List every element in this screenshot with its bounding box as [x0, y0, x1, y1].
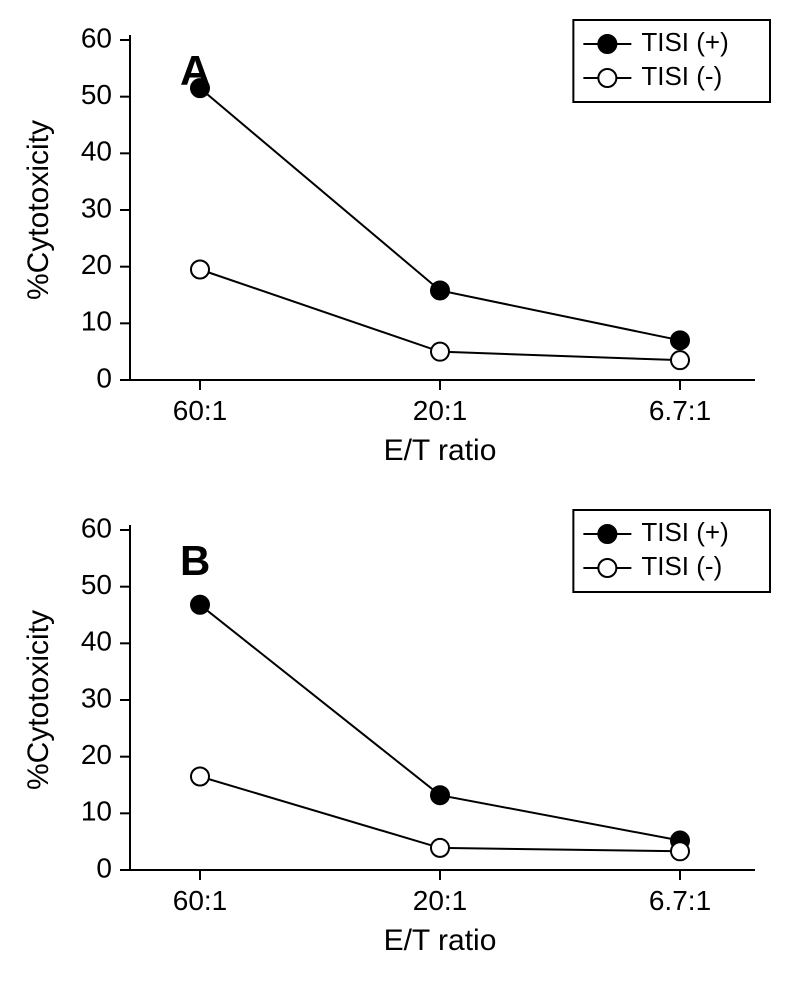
legend-label: TISI (-) [641, 61, 722, 91]
legend-label: TISI (+) [641, 517, 728, 547]
y-tick-label: 30 [81, 682, 112, 713]
data-marker [431, 786, 449, 804]
panel-label: A [180, 47, 210, 94]
figure-container: 0 10 20 30 40 50 60 60:1 20:1 6.7:1 E/T ratio %Cyto… [0, 0, 796, 989]
y-tick-label: 0 [96, 362, 112, 393]
y-axis-label: %Cytotoxicity [22, 120, 55, 300]
y-tick-label: 10 [81, 796, 112, 827]
x-tick-label: 6.7:1 [649, 395, 711, 426]
series-line [200, 88, 680, 340]
y-tick-label: 60 [81, 22, 112, 53]
chart-panel-a: 0 10 20 30 40 50 60 60:1 20:1 6.7:1 E/T ratio %Cyto… [0, 10, 796, 490]
x-axis-label: E/T ratio [384, 434, 497, 467]
data-marker [191, 768, 209, 786]
data-marker [191, 596, 209, 614]
y-tick-label: 10 [81, 306, 112, 337]
y-tick-label: 50 [81, 79, 112, 110]
y-tick-label: 40 [81, 136, 112, 167]
y-tick-label: 20 [81, 249, 112, 280]
legend-label: TISI (+) [641, 27, 728, 57]
x-axis-label: E/T ratio [384, 924, 497, 957]
chart-svg: 0 10 20 30 40 50 60 60:1 20:1 6.7:1 E/T ratio %Cyto… [0, 500, 796, 980]
y-axis-label: %Cytotoxicity [22, 610, 55, 790]
data-marker [191, 261, 209, 279]
y-tick-label: 20 [81, 739, 112, 770]
y-tick-label: 30 [81, 192, 112, 223]
x-tick-label: 60:1 [173, 395, 228, 426]
chart-svg: 0 10 20 30 40 50 60 60:1 20:1 6.7:1 E/T ratio %Cyto… [0, 10, 796, 490]
x-tick-label: 20:1 [413, 395, 468, 426]
x-tick-label: 6.7:1 [649, 885, 711, 916]
x-tick-label: 60:1 [173, 885, 228, 916]
x-tick-label: 20:1 [413, 885, 468, 916]
data-marker [671, 842, 689, 860]
panel-label: B [180, 537, 210, 584]
data-marker [431, 343, 449, 361]
data-marker [431, 839, 449, 857]
data-marker [671, 351, 689, 369]
y-tick-label: 40 [81, 626, 112, 657]
legend-marker [598, 559, 616, 577]
legend-marker [598, 525, 616, 543]
data-marker [431, 281, 449, 299]
chart-panel-b: 0 10 20 30 40 50 60 60:1 20:1 6.7:1 E/T ratio %Cyto… [0, 500, 796, 980]
y-tick-label: 0 [96, 852, 112, 883]
legend-label: TISI (-) [641, 551, 722, 581]
legend-marker [598, 35, 616, 53]
data-marker [671, 331, 689, 349]
legend-marker [598, 69, 616, 87]
y-tick-label: 60 [81, 512, 112, 543]
y-tick-label: 50 [81, 569, 112, 600]
